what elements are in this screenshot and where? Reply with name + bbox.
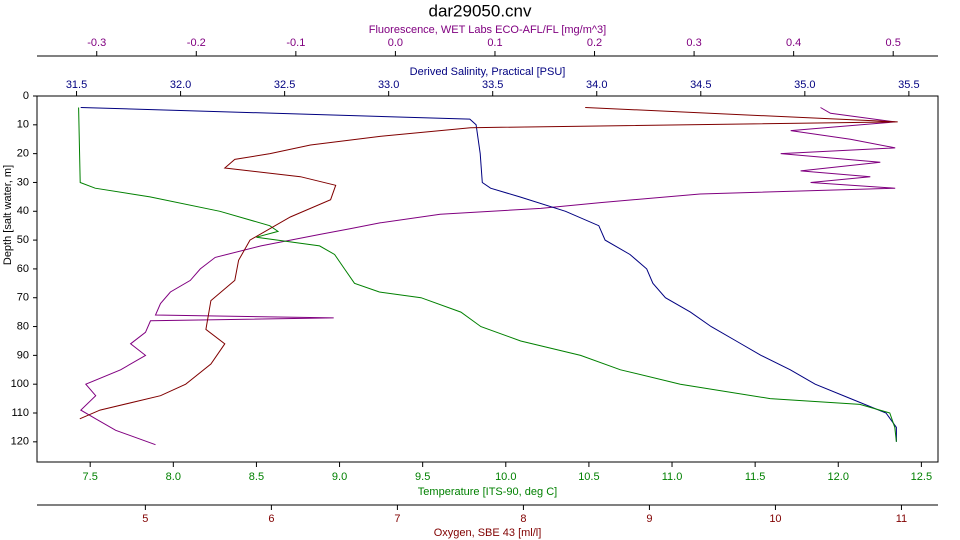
- x-tick-label: 35.0: [794, 79, 815, 91]
- y-tick-label: 70: [17, 292, 29, 304]
- y-tick-label: 10: [17, 119, 29, 131]
- y-tick-label: 20: [17, 148, 29, 160]
- x-tick-label: -0.3: [87, 37, 106, 49]
- y-tick-label: 60: [17, 263, 29, 275]
- x-tick-label: 32.5: [274, 79, 295, 91]
- y-axis-label: Depth [salt water, m]: [2, 165, 14, 265]
- y-tick-label: 120: [11, 436, 29, 448]
- series-line: [80, 107, 897, 442]
- x-tick-label: 34.0: [586, 79, 607, 91]
- x-tick-label: 12.0: [828, 471, 849, 483]
- x-tick-label: 8.0: [166, 471, 181, 483]
- x-tick-label: 10: [769, 513, 781, 525]
- x-tick-label: 10.0: [495, 471, 516, 483]
- y-tick-label: 30: [17, 176, 29, 188]
- y-tick-label: 0: [23, 90, 29, 102]
- x-tick-label: 33.0: [378, 79, 399, 91]
- x-tick-label: 0.2: [587, 37, 602, 49]
- x-tick-label: 6: [268, 513, 274, 525]
- x-tick-label: 35.5: [898, 79, 919, 91]
- axis-label: Temperature [ITS-90, deg C]: [418, 486, 557, 498]
- plot-frame: [36, 95, 939, 463]
- x-tick-label: 9.5: [415, 471, 430, 483]
- x-tick-label: -0.2: [187, 37, 206, 49]
- y-tick-label: 90: [17, 349, 29, 361]
- y-tick-label: 40: [17, 205, 29, 217]
- x-tick-label: 11.5: [745, 471, 766, 483]
- x-tick-label: 32.0: [170, 79, 191, 91]
- x-tick-label: 34.5: [690, 79, 711, 91]
- x-tick-label: 0.5: [886, 37, 901, 49]
- x-tick-label: 9.0: [332, 471, 347, 483]
- x-tick-label: 11.0: [662, 471, 683, 483]
- x-tick-label: 8: [520, 513, 526, 525]
- x-tick-label: 12.5: [911, 471, 932, 483]
- axis-label: Fluorescence, WET Labs ECO-AFL/FL [mg/m^…: [369, 24, 606, 36]
- x-tick-label: -0.1: [286, 37, 305, 49]
- x-tick-label: 9: [646, 513, 652, 525]
- x-tick-label: 5: [142, 513, 148, 525]
- axis-label: Oxygen, SBE 43 [ml/l]: [434, 527, 542, 539]
- x-tick-label: 33.5: [482, 79, 503, 91]
- x-tick-label: 11: [896, 513, 907, 525]
- y-tick-label: 100: [11, 378, 29, 390]
- x-tick-label: 8.5: [249, 471, 264, 483]
- x-tick-label: 0.1: [487, 37, 502, 49]
- x-tick-label: 7: [394, 513, 400, 525]
- series-line: [78, 107, 897, 442]
- y-tick-label: 80: [17, 320, 29, 332]
- chart-title: dar29050.cnv: [428, 1, 532, 20]
- x-tick-label: 0.3: [686, 37, 701, 49]
- axis-label: Derived Salinity, Practical [PSU]: [410, 66, 566, 78]
- y-tick-label: 50: [17, 234, 29, 246]
- x-tick-label: 7.5: [83, 471, 98, 483]
- x-tick-label: 0.4: [786, 37, 801, 49]
- x-tick-label: 31.5: [66, 79, 87, 91]
- x-tick-label: 0.0: [388, 37, 403, 49]
- series-line: [79, 107, 898, 420]
- y-tick-label: 110: [11, 407, 29, 419]
- series-line: [79, 107, 896, 446]
- x-tick-label: 10.5: [578, 471, 599, 483]
